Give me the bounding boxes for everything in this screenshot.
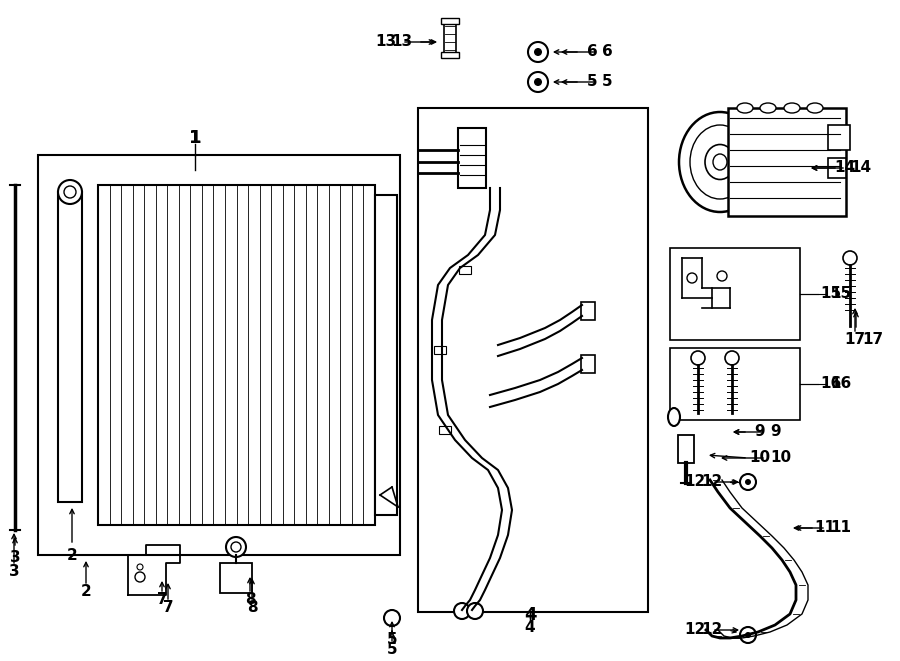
- Text: 4: 4: [524, 606, 536, 624]
- Text: 3: 3: [9, 564, 19, 580]
- Bar: [441, 52, 459, 58]
- Bar: [828, 158, 846, 178]
- Ellipse shape: [807, 103, 823, 113]
- Text: 5: 5: [587, 75, 598, 89]
- Text: 13: 13: [392, 34, 412, 50]
- Text: 1: 1: [189, 129, 202, 147]
- Bar: [434, 346, 446, 354]
- Text: 9: 9: [755, 424, 765, 440]
- Bar: [98, 185, 375, 525]
- Text: 1: 1: [189, 129, 202, 147]
- Bar: [728, 108, 846, 216]
- Circle shape: [725, 351, 739, 365]
- Text: 5: 5: [387, 642, 397, 658]
- Text: 4: 4: [525, 621, 535, 635]
- Text: 6: 6: [602, 44, 613, 59]
- Circle shape: [534, 78, 542, 86]
- Bar: [38, 155, 400, 555]
- Bar: [581, 302, 595, 320]
- Circle shape: [528, 72, 548, 92]
- Ellipse shape: [784, 103, 800, 113]
- Text: 11: 11: [814, 520, 835, 535]
- Bar: [58, 192, 82, 502]
- Ellipse shape: [737, 103, 753, 113]
- Bar: [459, 266, 471, 274]
- Text: 17: 17: [862, 332, 883, 348]
- Bar: [828, 125, 850, 150]
- Text: 12: 12: [685, 475, 706, 490]
- Text: 16: 16: [820, 377, 842, 391]
- Text: 2: 2: [81, 584, 92, 600]
- Circle shape: [58, 180, 82, 204]
- Text: 10: 10: [750, 451, 770, 465]
- Text: 7: 7: [163, 600, 174, 615]
- Text: 9: 9: [770, 424, 780, 440]
- Circle shape: [226, 537, 246, 557]
- Text: 13: 13: [375, 34, 396, 50]
- Circle shape: [534, 48, 542, 56]
- Text: 12: 12: [701, 475, 723, 490]
- Text: 14: 14: [850, 161, 871, 176]
- Bar: [441, 18, 459, 24]
- Text: 16: 16: [830, 377, 851, 391]
- Text: 14: 14: [834, 161, 856, 176]
- Bar: [418, 108, 648, 612]
- Circle shape: [745, 632, 751, 638]
- Text: 15: 15: [820, 286, 842, 301]
- Text: 5: 5: [387, 633, 397, 648]
- Bar: [581, 355, 595, 373]
- Text: 17: 17: [844, 332, 866, 348]
- Text: 10: 10: [770, 451, 791, 465]
- Ellipse shape: [713, 154, 727, 170]
- Bar: [439, 426, 451, 434]
- Text: 12: 12: [685, 623, 706, 637]
- Bar: [220, 563, 252, 593]
- Text: 8: 8: [245, 592, 256, 607]
- Bar: [375, 195, 397, 515]
- Text: 15: 15: [830, 286, 851, 301]
- Bar: [670, 248, 800, 340]
- Text: 5: 5: [602, 75, 613, 89]
- Text: 12: 12: [701, 623, 723, 637]
- Ellipse shape: [679, 112, 761, 212]
- Bar: [670, 348, 800, 420]
- Ellipse shape: [760, 103, 776, 113]
- Text: 3: 3: [10, 551, 21, 566]
- Ellipse shape: [668, 408, 680, 426]
- Circle shape: [740, 474, 756, 490]
- Text: 7: 7: [157, 592, 167, 607]
- Circle shape: [691, 351, 705, 365]
- Text: 2: 2: [67, 547, 77, 563]
- Circle shape: [467, 603, 483, 619]
- Circle shape: [745, 479, 751, 485]
- Bar: [458, 128, 486, 188]
- Text: 6: 6: [587, 44, 598, 59]
- Text: 11: 11: [830, 520, 851, 535]
- Circle shape: [384, 610, 400, 626]
- Bar: [444, 22, 456, 54]
- Circle shape: [528, 42, 548, 62]
- Circle shape: [454, 603, 470, 619]
- Circle shape: [740, 627, 756, 643]
- Bar: [678, 435, 694, 463]
- Text: 8: 8: [247, 600, 257, 615]
- Circle shape: [843, 251, 857, 265]
